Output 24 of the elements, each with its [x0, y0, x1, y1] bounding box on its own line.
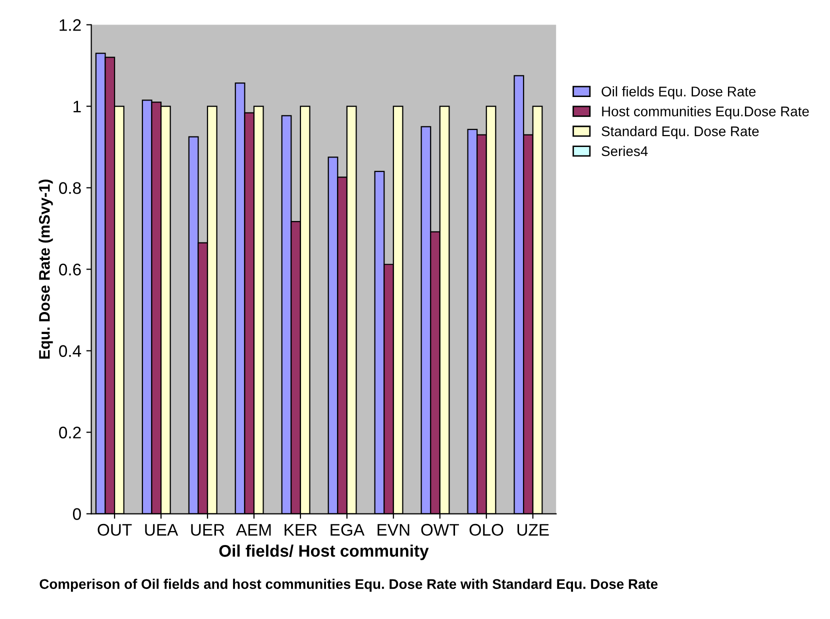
- x-tick-label: UER: [191, 524, 224, 536]
- x-tick-label: OWT: [421, 524, 459, 536]
- y-tick-label: 0: [72, 508, 81, 520]
- legend-label: Host communities Equ.Dose Rate: [602, 106, 809, 120]
- x-tick-label: EVN: [378, 524, 410, 536]
- x-tick-label: KER: [284, 524, 317, 536]
- x-axis-title: Oil fields/ Host community: [219, 544, 429, 560]
- x-tick-label: OUT: [98, 524, 132, 536]
- y-tick-label: 0.2: [59, 426, 81, 438]
- legend-label: Oil fields Equ. Dose Rate: [602, 86, 756, 100]
- y-tick-label: 0.8: [59, 182, 81, 194]
- legend-label: Standard Equ. Dose Rate: [602, 126, 759, 139]
- legend-label: Series4: [602, 146, 648, 156]
- y-axis-title: Equ. Dose Rate (mSvy-1): [38, 180, 53, 359]
- y-tick-label: 1.2: [60, 19, 81, 31]
- x-tick-label: EGA: [330, 524, 365, 536]
- y-tick-label: 0.4: [59, 345, 82, 357]
- x-tick-label: UEA: [145, 524, 178, 536]
- x-tick-label: OLO: [470, 524, 504, 536]
- y-tick-label: 1: [74, 100, 81, 112]
- x-tick-label: UZE: [517, 524, 549, 536]
- text: Comperison of Oil fields and host communities Equ. Dose Rate with Standard Equ. Dose Rate: [40, 578, 658, 592]
- x-tick-label: AEM: [236, 524, 271, 536]
- y-tick-label: 0.6: [59, 264, 81, 276]
